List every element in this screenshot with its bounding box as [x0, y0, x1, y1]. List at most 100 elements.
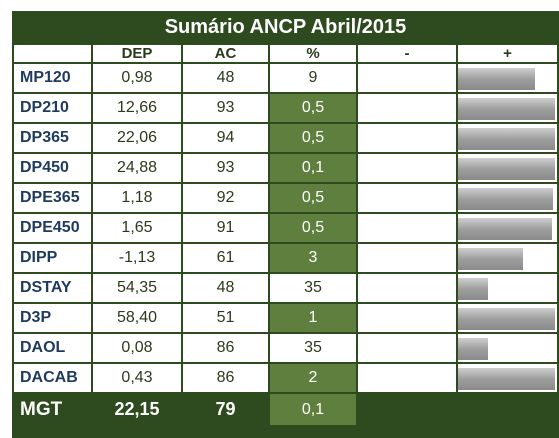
table-row: DPE365 1,18 92 0,5 [14, 184, 559, 214]
table-row: DP210 12,66 93 0,5 [14, 94, 559, 124]
header-name [14, 45, 93, 64]
header-minus: - [358, 45, 458, 64]
row-plus-cell [458, 64, 559, 94]
table-row: DP450 24,88 93 0,1 [14, 154, 559, 184]
row-ac: 61 [183, 244, 270, 274]
row-name: DPE365 [14, 184, 93, 214]
row-ac: 94 [183, 124, 270, 154]
row-name: DACAB [14, 364, 93, 394]
plus-bar [458, 68, 536, 90]
table-row: D3P 58,40 51 1 [14, 304, 559, 334]
row-minus-cell [358, 244, 458, 274]
row-pct: 0,5 [270, 94, 358, 124]
table-row: DSTAY 54,35 48 35 [14, 274, 559, 304]
header-dep: DEP [93, 45, 183, 64]
row-pct: 9 [270, 64, 358, 94]
row-dep: 0,98 [93, 64, 183, 94]
plus-bar [458, 368, 556, 390]
summary-table: DEP AC % - + MP120 0,98 48 9 DP210 12,66 93 0,5… [14, 45, 559, 425]
header-ac: AC [183, 45, 270, 64]
row-plus-cell [458, 94, 559, 124]
row-dep: 12,66 [93, 94, 183, 124]
plus-bar [458, 98, 556, 120]
row-dep: 24,88 [93, 154, 183, 184]
table-row: MP120 0,98 48 9 [14, 64, 559, 94]
footer-row: MGT 22,15 79 0,1 [14, 394, 559, 425]
row-name: DP450 [14, 154, 93, 184]
row-pct: 35 [270, 334, 358, 364]
footer-minus [358, 394, 458, 425]
row-name: DIPP [14, 244, 93, 274]
row-minus-cell [358, 334, 458, 364]
row-minus-cell [358, 64, 458, 94]
row-minus-cell [358, 94, 458, 124]
row-ac: 93 [183, 154, 270, 184]
row-dep: -1,13 [93, 244, 183, 274]
row-pct: 0,5 [270, 124, 358, 154]
row-ac: 91 [183, 214, 270, 244]
row-dep: 0,08 [93, 334, 183, 364]
row-ac: 48 [183, 274, 270, 304]
plus-bar [458, 188, 554, 210]
footer-dep: 22,15 [93, 394, 183, 425]
footer-pct: 0,1 [270, 394, 358, 425]
row-ac: 93 [183, 94, 270, 124]
row-name: DAOL [14, 334, 93, 364]
header-pct: % [270, 45, 358, 64]
footer-ac: 79 [183, 394, 270, 425]
row-plus-cell [458, 214, 559, 244]
plus-bar [458, 218, 553, 240]
row-name: DSTAY [14, 274, 93, 304]
row-ac: 48 [183, 64, 270, 94]
row-dep: 0,43 [93, 364, 183, 394]
table-row: DACAB 0,43 86 2 [14, 364, 559, 394]
plus-bar [458, 338, 488, 360]
row-minus-cell [358, 304, 458, 334]
row-pct: 2 [270, 364, 358, 394]
row-plus-cell [458, 244, 559, 274]
row-ac: 51 [183, 304, 270, 334]
row-pct: 0,5 [270, 184, 358, 214]
row-dep: 22,06 [93, 124, 183, 154]
table-row: DAOL 0,08 86 35 [14, 334, 559, 364]
row-pct: 35 [270, 274, 358, 304]
row-name: D3P [14, 304, 93, 334]
row-minus-cell [358, 124, 458, 154]
row-dep: 58,40 [93, 304, 183, 334]
row-plus-cell [458, 154, 559, 184]
plus-bar [458, 248, 524, 270]
row-dep: 1,65 [93, 214, 183, 244]
row-ac: 92 [183, 184, 270, 214]
table-row: DP365 22,06 94 0,5 [14, 124, 559, 154]
plus-bar [458, 128, 556, 150]
row-plus-cell [458, 334, 559, 364]
footer-plus [458, 394, 559, 425]
row-minus-cell [358, 364, 458, 394]
table-row: DPE450 1,65 91 0,5 [14, 214, 559, 244]
row-dep: 54,35 [93, 274, 183, 304]
row-plus-cell [458, 304, 559, 334]
row-pct: 3 [270, 244, 358, 274]
row-plus-cell [458, 124, 559, 154]
row-name: DPE450 [14, 214, 93, 244]
row-pct: 1 [270, 304, 358, 334]
header-plus: + [458, 45, 559, 64]
row-plus-cell [458, 184, 559, 214]
plus-bar [458, 278, 488, 300]
row-minus-cell [358, 274, 458, 304]
row-pct: 0,5 [270, 214, 358, 244]
page-title: Sumário ANCP Abril/2015 [12, 11, 559, 43]
row-pct: 0,1 [270, 154, 358, 184]
row-ac: 86 [183, 364, 270, 394]
row-name: DP210 [14, 94, 93, 124]
row-minus-cell [358, 214, 458, 244]
row-dep: 1,18 [93, 184, 183, 214]
table-row: DIPP -1,13 61 3 [14, 244, 559, 274]
footer-name: MGT [14, 394, 93, 425]
row-plus-cell [458, 274, 559, 304]
plus-bar [458, 308, 556, 330]
row-minus-cell [358, 154, 458, 184]
header-row: DEP AC % - + [14, 45, 559, 64]
plus-bar [458, 158, 556, 180]
row-minus-cell [358, 184, 458, 214]
